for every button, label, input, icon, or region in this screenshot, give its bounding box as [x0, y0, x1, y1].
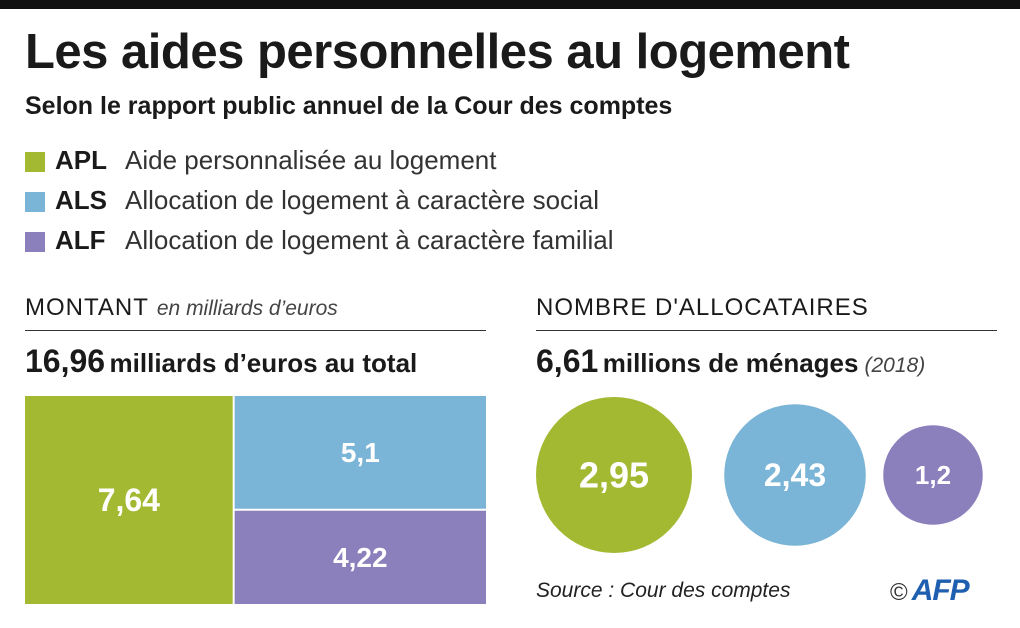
source-note: Source : Cour des comptes — [536, 579, 791, 602]
bubble-als — [724, 404, 866, 546]
treemap-value-label-apl: 7,64 — [98, 482, 160, 518]
credit: © AFP — [890, 574, 970, 608]
treemap-block-als — [234, 396, 486, 509]
legend-label: Allocation de logement à caractère socia… — [125, 185, 600, 215]
afp-logo: AFP — [911, 574, 970, 607]
recipients-year: (2018) — [864, 354, 926, 377]
copyright-symbol: © — [890, 579, 908, 606]
bubble-alf — [883, 425, 983, 525]
legend-swatch-als — [25, 192, 45, 212]
chart-subtitle: Selon le rapport public annuel de la Cou… — [25, 92, 673, 120]
recipients-total-value: 6,61 — [536, 343, 599, 379]
bubble-value-label-alf: 1,2 — [915, 460, 951, 490]
recipients-heading-text: Nombre d'allocataires — [536, 294, 869, 321]
treemap-value-label-alf: 4,22 — [333, 542, 388, 573]
treemap-value-label-als: 5,1 — [341, 437, 380, 468]
amount-unit-note: en milliards d’euros — [156, 297, 338, 320]
legend-swatch-apl — [25, 152, 45, 172]
amount-section-heading: Montant en milliards d’euros — [25, 294, 338, 322]
recipients-total-text: millions de ménages — [602, 348, 859, 378]
bubble-value-label-apl: 2,95 — [579, 455, 649, 496]
recipients-section-divider — [536, 330, 997, 331]
amount-total-text: milliards d’euros au total — [109, 348, 418, 378]
amount-total-value: 16,96 — [25, 343, 106, 379]
legend-code: APL — [55, 145, 107, 175]
top-bar — [0, 0, 1020, 9]
legend-swatch-alf — [25, 232, 45, 252]
legend-code: ALS — [55, 185, 107, 215]
chart-title: Les aides personnelles au logement — [25, 25, 850, 79]
treemap-block-apl — [25, 396, 233, 604]
recipients-total: 6,61 millions de ménages (2018) — [536, 343, 925, 380]
amount-section-divider — [25, 330, 486, 331]
legend-code: ALF — [55, 225, 106, 255]
treemap-block-alf — [234, 510, 486, 604]
legend-label: Allocation de logement à caractère famil… — [125, 225, 614, 255]
amount-total: 16,96 milliards d’euros au total — [25, 343, 417, 380]
amount-heading-text: Montant — [25, 294, 149, 321]
bubble-apl — [536, 397, 692, 553]
bubble-value-label-als: 2,43 — [764, 457, 826, 493]
legend-label: Aide personnalisée au logement — [125, 145, 497, 175]
recipients-section-heading: Nombre d'allocataires — [536, 294, 869, 322]
